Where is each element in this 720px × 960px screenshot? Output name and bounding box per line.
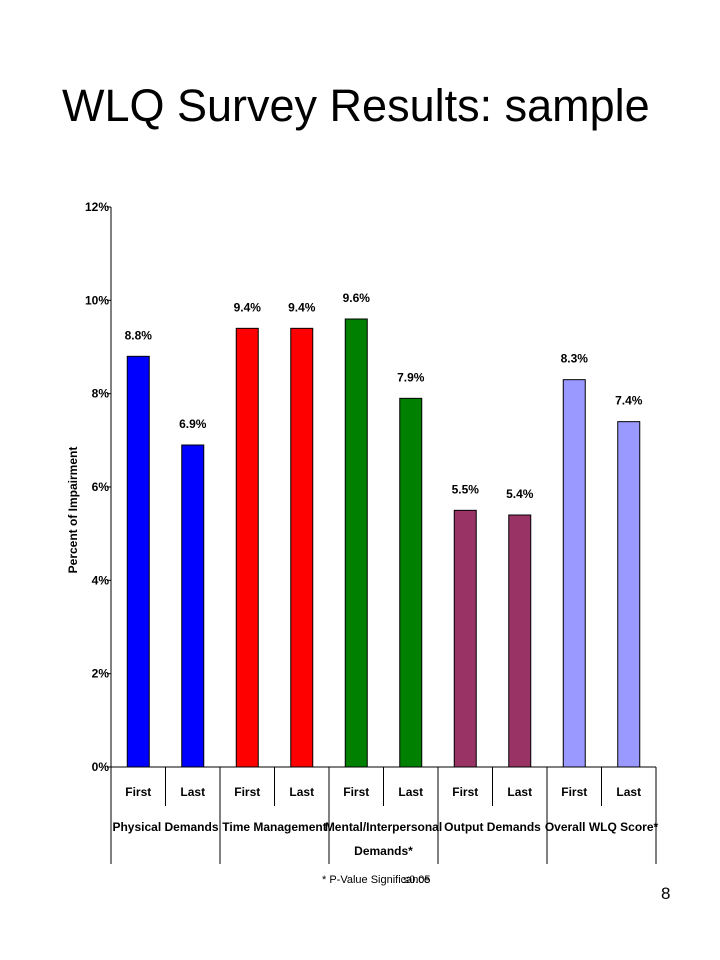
data-label: 6.9% xyxy=(179,417,207,431)
category-label: Last xyxy=(289,785,314,799)
category-label: First xyxy=(561,785,587,799)
footnote-threshold: ≤0.05 xyxy=(403,874,431,886)
bar xyxy=(344,318,368,768)
bar xyxy=(453,509,477,768)
group-label: Demands* xyxy=(354,844,413,858)
bar xyxy=(235,327,259,768)
data-label: 5.4% xyxy=(506,487,534,501)
y-tick-label: 12% xyxy=(85,200,109,214)
category-label: Last xyxy=(398,785,423,799)
bar xyxy=(181,444,205,768)
bar xyxy=(617,421,641,768)
y-tick-label: 0% xyxy=(92,760,110,774)
group-label: Physical Demands xyxy=(112,820,218,834)
chart-title: WLQ Survey Results: sample xyxy=(62,80,650,131)
data-label: 7.9% xyxy=(397,370,425,384)
group-label: Mental/Interpersonal xyxy=(325,820,442,834)
y-axis-label: Percent of Impairment xyxy=(66,447,80,574)
y-tick-label: 6% xyxy=(92,480,110,494)
data-label: 5.5% xyxy=(452,482,480,496)
category-label: First xyxy=(343,785,369,799)
bar xyxy=(126,355,150,768)
data-label: 9.6% xyxy=(343,291,371,305)
y-tick-label: 4% xyxy=(92,573,110,587)
group-label: Overall WLQ Score* xyxy=(545,820,659,834)
bar xyxy=(290,327,314,768)
category-label: Last xyxy=(507,785,532,799)
category-label: First xyxy=(125,785,151,799)
y-tick-label: 2% xyxy=(92,667,110,681)
data-label: 9.4% xyxy=(288,300,316,314)
data-label: 8.8% xyxy=(125,328,153,342)
data-label: 7.4% xyxy=(615,394,643,408)
group-label: Time Management xyxy=(222,820,326,834)
bar xyxy=(562,379,586,768)
category-label: First xyxy=(234,785,260,799)
category-label: Last xyxy=(616,785,641,799)
category-label: Last xyxy=(180,785,205,799)
footnote-text: * P-Value Significance xyxy=(322,874,431,886)
footnote: * P-Value Significance ≤0.05 xyxy=(322,874,431,886)
group-label: Output Demands xyxy=(444,820,541,834)
category-label: First xyxy=(452,785,478,799)
page-number: 8 xyxy=(661,884,671,903)
data-label: 8.3% xyxy=(561,352,589,366)
bar xyxy=(508,514,532,768)
y-tick-label: 10% xyxy=(85,293,109,307)
y-tick-label: 8% xyxy=(92,387,110,401)
bar xyxy=(399,397,423,768)
data-label: 9.4% xyxy=(234,300,262,314)
